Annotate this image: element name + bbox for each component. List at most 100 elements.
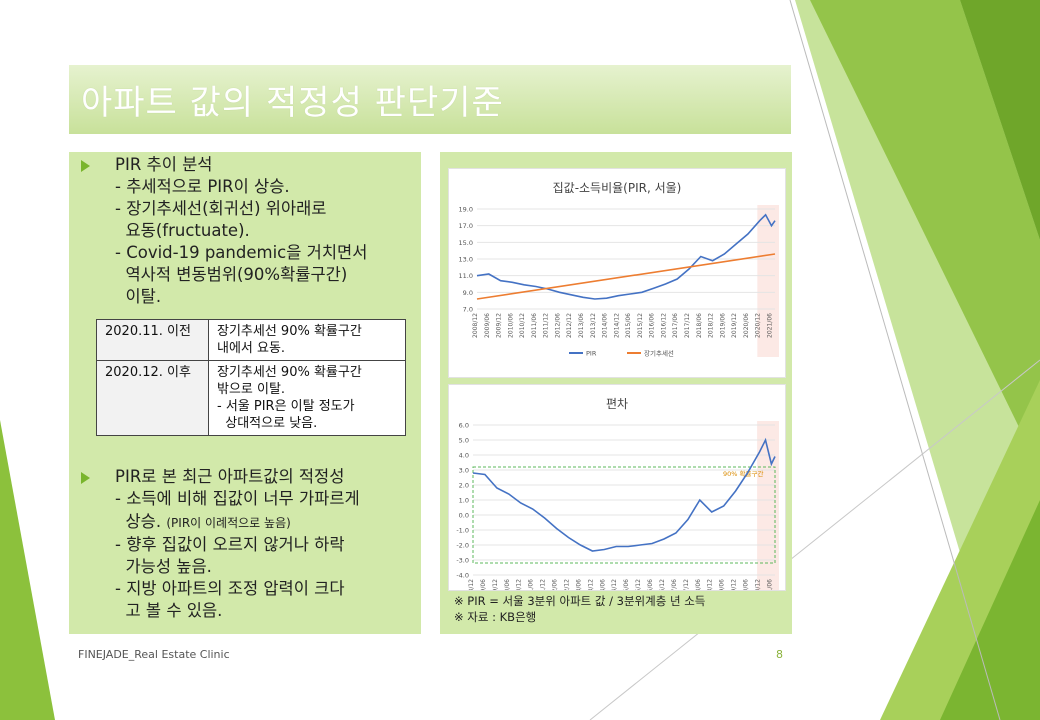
x-tick-label: 2014/06 <box>599 579 606 590</box>
x-tick-label: 2010/12 <box>519 313 526 338</box>
slide-title: 아파트 값의 적정성 판단기준 <box>81 83 504 123</box>
x-tick-label: 2013/06 <box>575 579 582 590</box>
x-tick-label: 2016/06 <box>647 579 654 590</box>
x-tick-label: 2012/12 <box>566 313 573 338</box>
y-tick-label: 1.0 <box>459 497 469 505</box>
recent-period-shade <box>757 421 779 590</box>
table-desc-line: - 서울 PIR은 이탈 정도가 <box>217 399 355 414</box>
bullet2-small-note: (PIR이 이례적으로 높음) <box>166 516 291 530</box>
x-tick-label: 2013/12 <box>590 313 597 338</box>
x-tick-label: 2018/12 <box>707 579 714 590</box>
bullet2-line-1: - 소득에 비해 집값이 너무 가파르게 <box>115 489 360 508</box>
x-tick-label: 2011/12 <box>540 579 547 590</box>
x-tick-label: 2015/06 <box>623 579 630 590</box>
table-desc-line: 장기추세선 90% 확률구간 <box>217 324 362 339</box>
series-line-1 <box>472 437 776 552</box>
x-tick-label: 2009/06 <box>480 579 487 590</box>
x-tick-label: 2016/12 <box>659 579 666 590</box>
series-line-1 <box>476 213 776 300</box>
x-tick-label: 2020/12 <box>755 313 762 338</box>
x-tick-label: 2017/12 <box>683 579 690 590</box>
x-tick-label: 2015/12 <box>635 579 642 590</box>
y-tick-label: 15.0 <box>459 239 473 247</box>
series-line-2 <box>476 253 776 300</box>
x-tick-label: 2019/12 <box>731 313 738 338</box>
x-tick-label: 2014/12 <box>611 579 618 590</box>
table-desc-line: 밖으로 이탈. <box>217 382 286 397</box>
legend-label: PIR <box>586 350 597 358</box>
table-desc-line: 상대적으로 낮음. <box>217 416 318 431</box>
y-tick-label: 9.0 <box>463 289 473 297</box>
bullet1-line-2: - 장기추세선(회귀선) 위아래로 <box>115 199 327 218</box>
recent-period-shade <box>757 205 779 357</box>
x-tick-label: 2017/06 <box>672 313 679 338</box>
y-tick-label: 0.0 <box>459 512 469 520</box>
green-shape-left <box>0 420 55 720</box>
green-shape-bottom-dark <box>940 500 1040 720</box>
table-cell-period: 2020.12. 이후 <box>96 360 209 436</box>
x-tick-label: 2016/12 <box>660 313 667 338</box>
x-tick-label: 2018/06 <box>696 313 703 338</box>
x-tick-label: 2018/12 <box>708 313 715 338</box>
x-tick-label: 2014/12 <box>613 313 620 338</box>
deviation-chart: 편차 6.0 5.0 4.0 3.0 2.0 1.0 0.0 -1.0 -2.0 -3.0 -4.0… <box>448 384 786 591</box>
bullet-recent-value-heading: PIR로 본 최근 아파트값의 적정성 <box>115 467 345 486</box>
x-tick-label: 2015/12 <box>637 313 644 338</box>
title-bar: 아파트 값의 적정성 판단기준 <box>69 65 791 134</box>
table-desc-line: 장기추세선 90% 확률구간 <box>217 365 362 380</box>
bullet1-line-5: 역사적 변동범위(90%확률구간) <box>115 265 348 284</box>
bullet2-line-2: 상승. (PIR이 이례적으로 높음) <box>115 511 291 534</box>
deviation-chart-svg: 6.0 5.0 4.0 3.0 2.0 1.0 0.0 -1.0 -2.0 -3.0 -4.0 90%… <box>456 421 779 590</box>
bullet1-line-4: - Covid-19 pandemic을 거치면서 <box>115 243 368 262</box>
footer-company: FINEJADE_Real Estate Clinic <box>78 648 230 661</box>
bullet2-line-2-text: 상승. <box>115 512 162 531</box>
bullet-pir-trend: PIR 추이 분석 <box>81 154 213 175</box>
x-tick-label: 2012/06 <box>552 579 559 590</box>
y-tick-label: 3.0 <box>459 467 469 475</box>
y-tick-label: 2.0 <box>459 482 469 490</box>
table-cell-desc: 장기추세선 90% 확률구간 내에서 요동. <box>208 319 406 361</box>
x-tick-label: 2021/06 <box>766 313 773 338</box>
bullet-arrow-icon <box>81 472 90 484</box>
green-shape-mid <box>810 0 1040 470</box>
bullet-recent-value: PIR로 본 최근 아파트값의 적정성 <box>81 466 345 487</box>
y-tick-label: 5.0 <box>459 437 469 445</box>
bullet1-line-3: 요동(fructuate). <box>115 221 250 240</box>
bullet-pir-trend-heading: PIR 추이 분석 <box>115 155 213 174</box>
x-tick-label: 2009/12 <box>496 313 503 338</box>
x-tick-label: 2012/12 <box>563 579 570 590</box>
y-tick-label: 19.0 <box>459 206 473 214</box>
x-tick-label: 2009/12 <box>492 579 499 590</box>
deco-line-1 <box>789 0 1001 720</box>
x-tick-label: 2020/12 <box>754 579 761 590</box>
x-tick-label: 2013/06 <box>578 313 585 338</box>
deviation-chart-title: 편차 <box>605 397 629 411</box>
x-tick-label: 2021/06 <box>766 579 773 590</box>
pir-chart: 집값-소득비율(PIR, 서울) 19.0 17.0 15.0 13.0 11.0 9.0… <box>448 168 786 378</box>
probability-band-label: 90% 확률구간 <box>723 469 763 478</box>
x-tick-label: 2008/12 <box>468 579 475 590</box>
x-tick-label: 2014/06 <box>602 313 609 338</box>
y-tick-label: 7.0 <box>463 306 473 314</box>
y-tick-label: 13.0 <box>459 256 473 264</box>
x-tick-label: 2017/12 <box>684 313 691 338</box>
table-row: 2020.12. 이후 장기추세선 90% 확률구간 밖으로 이탈. - 서울 … <box>96 360 406 436</box>
bullet2-line-6: 고 볼 수 있음. <box>115 601 223 620</box>
y-tick-label: 11.0 <box>459 272 473 280</box>
table-cell-desc: 장기추세선 90% 확률구간 밖으로 이탈. - 서울 PIR은 이탈 정도가 … <box>208 360 406 436</box>
x-tick-label: 2015/06 <box>625 313 632 338</box>
pir-chart-title: 집값-소득비율(PIR, 서울) <box>552 181 682 195</box>
y-tick-label: -4.0 <box>456 572 469 580</box>
x-tick-label: 2012/06 <box>554 313 561 338</box>
x-tick-label: 2010/06 <box>504 579 511 590</box>
x-tick-label: 2017/06 <box>671 579 678 590</box>
table-row: 2020.11. 이전 장기추세선 90% 확률구간 내에서 요동. <box>96 319 406 361</box>
page-number: 8 <box>776 648 783 661</box>
x-tick-label: 2011/06 <box>531 313 538 338</box>
x-tick-label: 2020/06 <box>743 579 750 590</box>
x-tick-label: 2016/06 <box>649 313 656 338</box>
legend-label: 장기추세선 <box>644 349 674 358</box>
green-shape-dark <box>960 0 1040 240</box>
